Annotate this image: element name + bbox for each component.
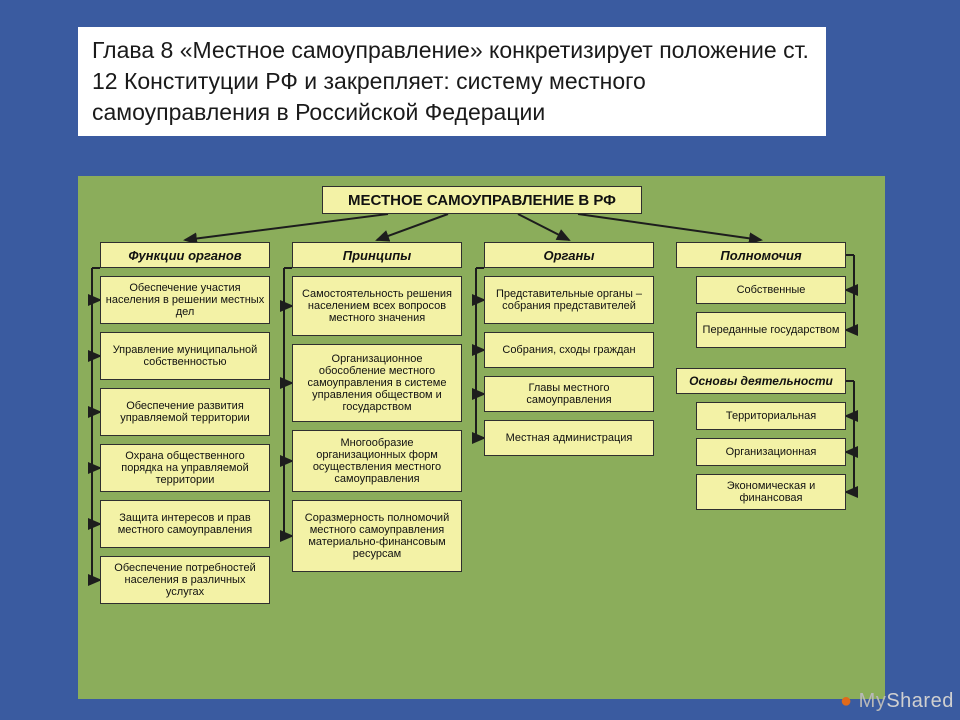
item-box: Обеспечение развития управляемой террито… <box>100 388 270 436</box>
item-box: Защита интересов и прав местного самоупр… <box>100 500 270 548</box>
item-box: Управление муниципальной собственностью <box>100 332 270 380</box>
item-box: Главы местного самоуправления <box>484 376 654 412</box>
item-box: Обеспечение участия населения в решении … <box>100 276 270 324</box>
column-header: Принципы <box>292 242 462 268</box>
column-header: Органы <box>484 242 654 268</box>
column-header: Полномочия <box>676 242 846 268</box>
watermark: ● MyShared <box>840 690 954 713</box>
item-box: Представительные органы – собрания предс… <box>484 276 654 324</box>
root-box: МЕСТНОЕ САМОУПРАВЛЕНИЕ В РФ <box>322 186 642 214</box>
item-box: Соразмерность полномочий местного самоуп… <box>292 500 462 572</box>
item-box: Самостоятельность решения населением все… <box>292 276 462 336</box>
slide-title-text: Глава 8 «Местное самоуправление» конкрет… <box>92 37 809 125</box>
item-box: Собственные <box>696 276 846 304</box>
item-box: Организационное обособление местного сам… <box>292 344 462 422</box>
item-box: Обеспечение потребностей населения в раз… <box>100 556 270 604</box>
item-box: Охрана общественного порядка на управляе… <box>100 444 270 492</box>
item-box: Местная администрация <box>484 420 654 456</box>
sub-header: Основы деятельности <box>676 368 846 394</box>
item-box: Переданные государством <box>696 312 846 348</box>
watermark-dot: ● <box>840 690 853 712</box>
watermark-suffix: Shared <box>886 690 954 712</box>
item-box: Экономическая и финансовая <box>696 474 846 510</box>
diagram-area: МЕСТНОЕ САМОУПРАВЛЕНИЕ В РФ Функции орган… <box>78 176 885 699</box>
watermark-prefix: My <box>859 690 887 712</box>
slide-title: Глава 8 «Местное самоуправление» конкрет… <box>78 27 826 136</box>
item-box: Собрания, сходы граждан <box>484 332 654 368</box>
column-header: Функции органов <box>100 242 270 268</box>
item-box: Территориальная <box>696 402 846 430</box>
item-box: Организационная <box>696 438 846 466</box>
item-box: Многообразие организационных форм осущес… <box>292 430 462 492</box>
